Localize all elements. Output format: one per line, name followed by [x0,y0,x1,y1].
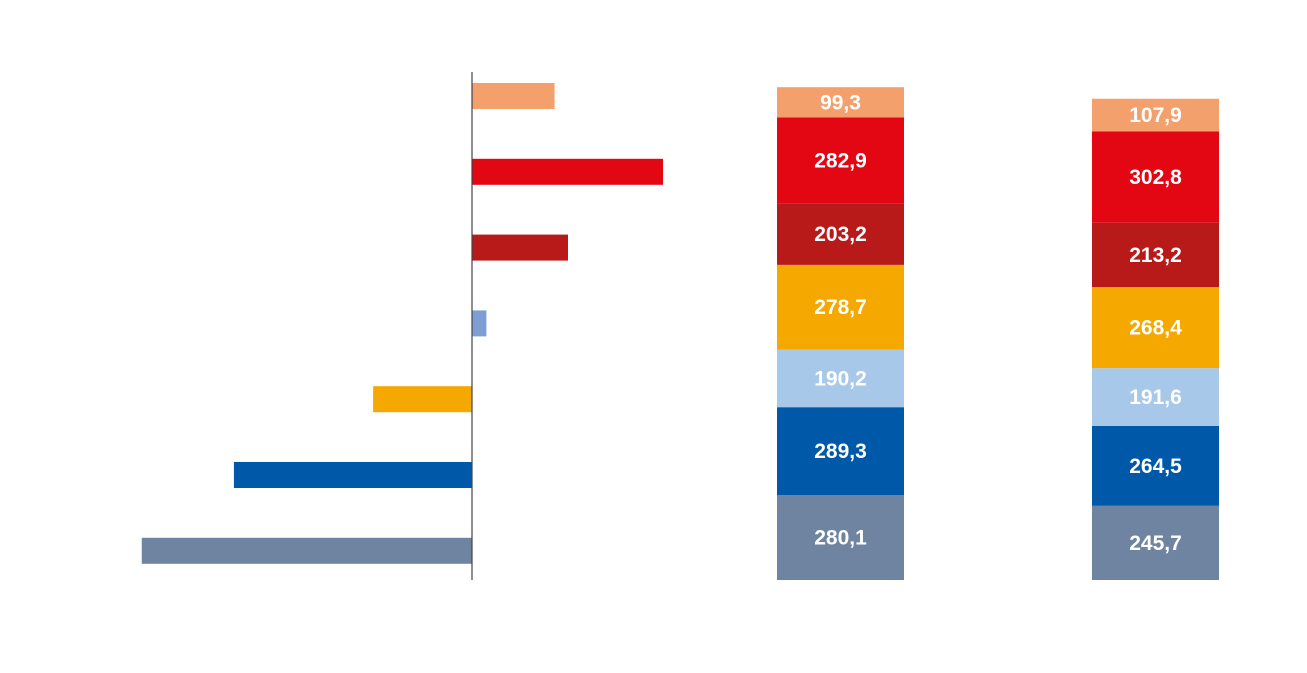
stacked-bar-column-2: 245,7 264,5 191,6 268,4 213,2 302,8 107,9 [1092,98,1219,580]
stack2-segment-label-2: 264,5 [1129,455,1182,478]
stack2-segment-label-6: 302,8 [1129,166,1182,189]
hbar-6 [233,462,472,488]
stack2-segment-1 [1092,505,1219,580]
hbar-3 [472,234,568,261]
stack1-segment-label-1: 280,1 [814,526,867,549]
stack2-segment-3 [1092,368,1219,426]
stack2-segment-7 [1092,98,1219,132]
hbar-7 [141,537,472,564]
stack2-segment-label-1: 245,7 [1129,532,1182,555]
stack1-segment-7 [777,87,904,118]
hbar-1 [472,83,555,109]
stack1-segment-1 [777,494,904,580]
horizontal-bar-chart [141,72,664,580]
stack1-segment-label-2: 289,3 [814,440,867,463]
stack1-segment-4 [777,264,904,350]
stack2-segment-label-7: 107,9 [1129,104,1182,127]
stack2-segment-label-5: 213,2 [1129,244,1182,267]
stack2-segment-label-3: 191,6 [1129,386,1182,409]
hbar-5 [373,386,472,413]
stack1-segment-label-5: 203,2 [814,223,867,246]
stack1-segment-6 [777,117,904,204]
hbar-2 [472,158,664,185]
stack2-segment-5 [1092,222,1219,288]
stack2-segment-label-4: 268,4 [1129,317,1182,340]
stack1-segment-5 [777,203,904,265]
stacked-bar-column-1: 280,1 289,3 190,2 278,7 203,2 282,9 99,3 [777,87,904,580]
stack1-segment-label-6: 282,9 [814,149,867,172]
stack1-segment-2 [777,407,904,495]
stack2-segment-6 [1092,131,1219,223]
hbar-4 [472,310,487,337]
stack2-segment-4 [1092,287,1219,369]
stack1-segment-label-7: 99,3 [820,91,861,114]
stack2-segment-2 [1092,425,1219,506]
stack1-segment-label-3: 190,2 [814,367,867,390]
stack1-segment-3 [777,349,904,408]
stack1-segment-label-4: 278,7 [814,296,867,319]
